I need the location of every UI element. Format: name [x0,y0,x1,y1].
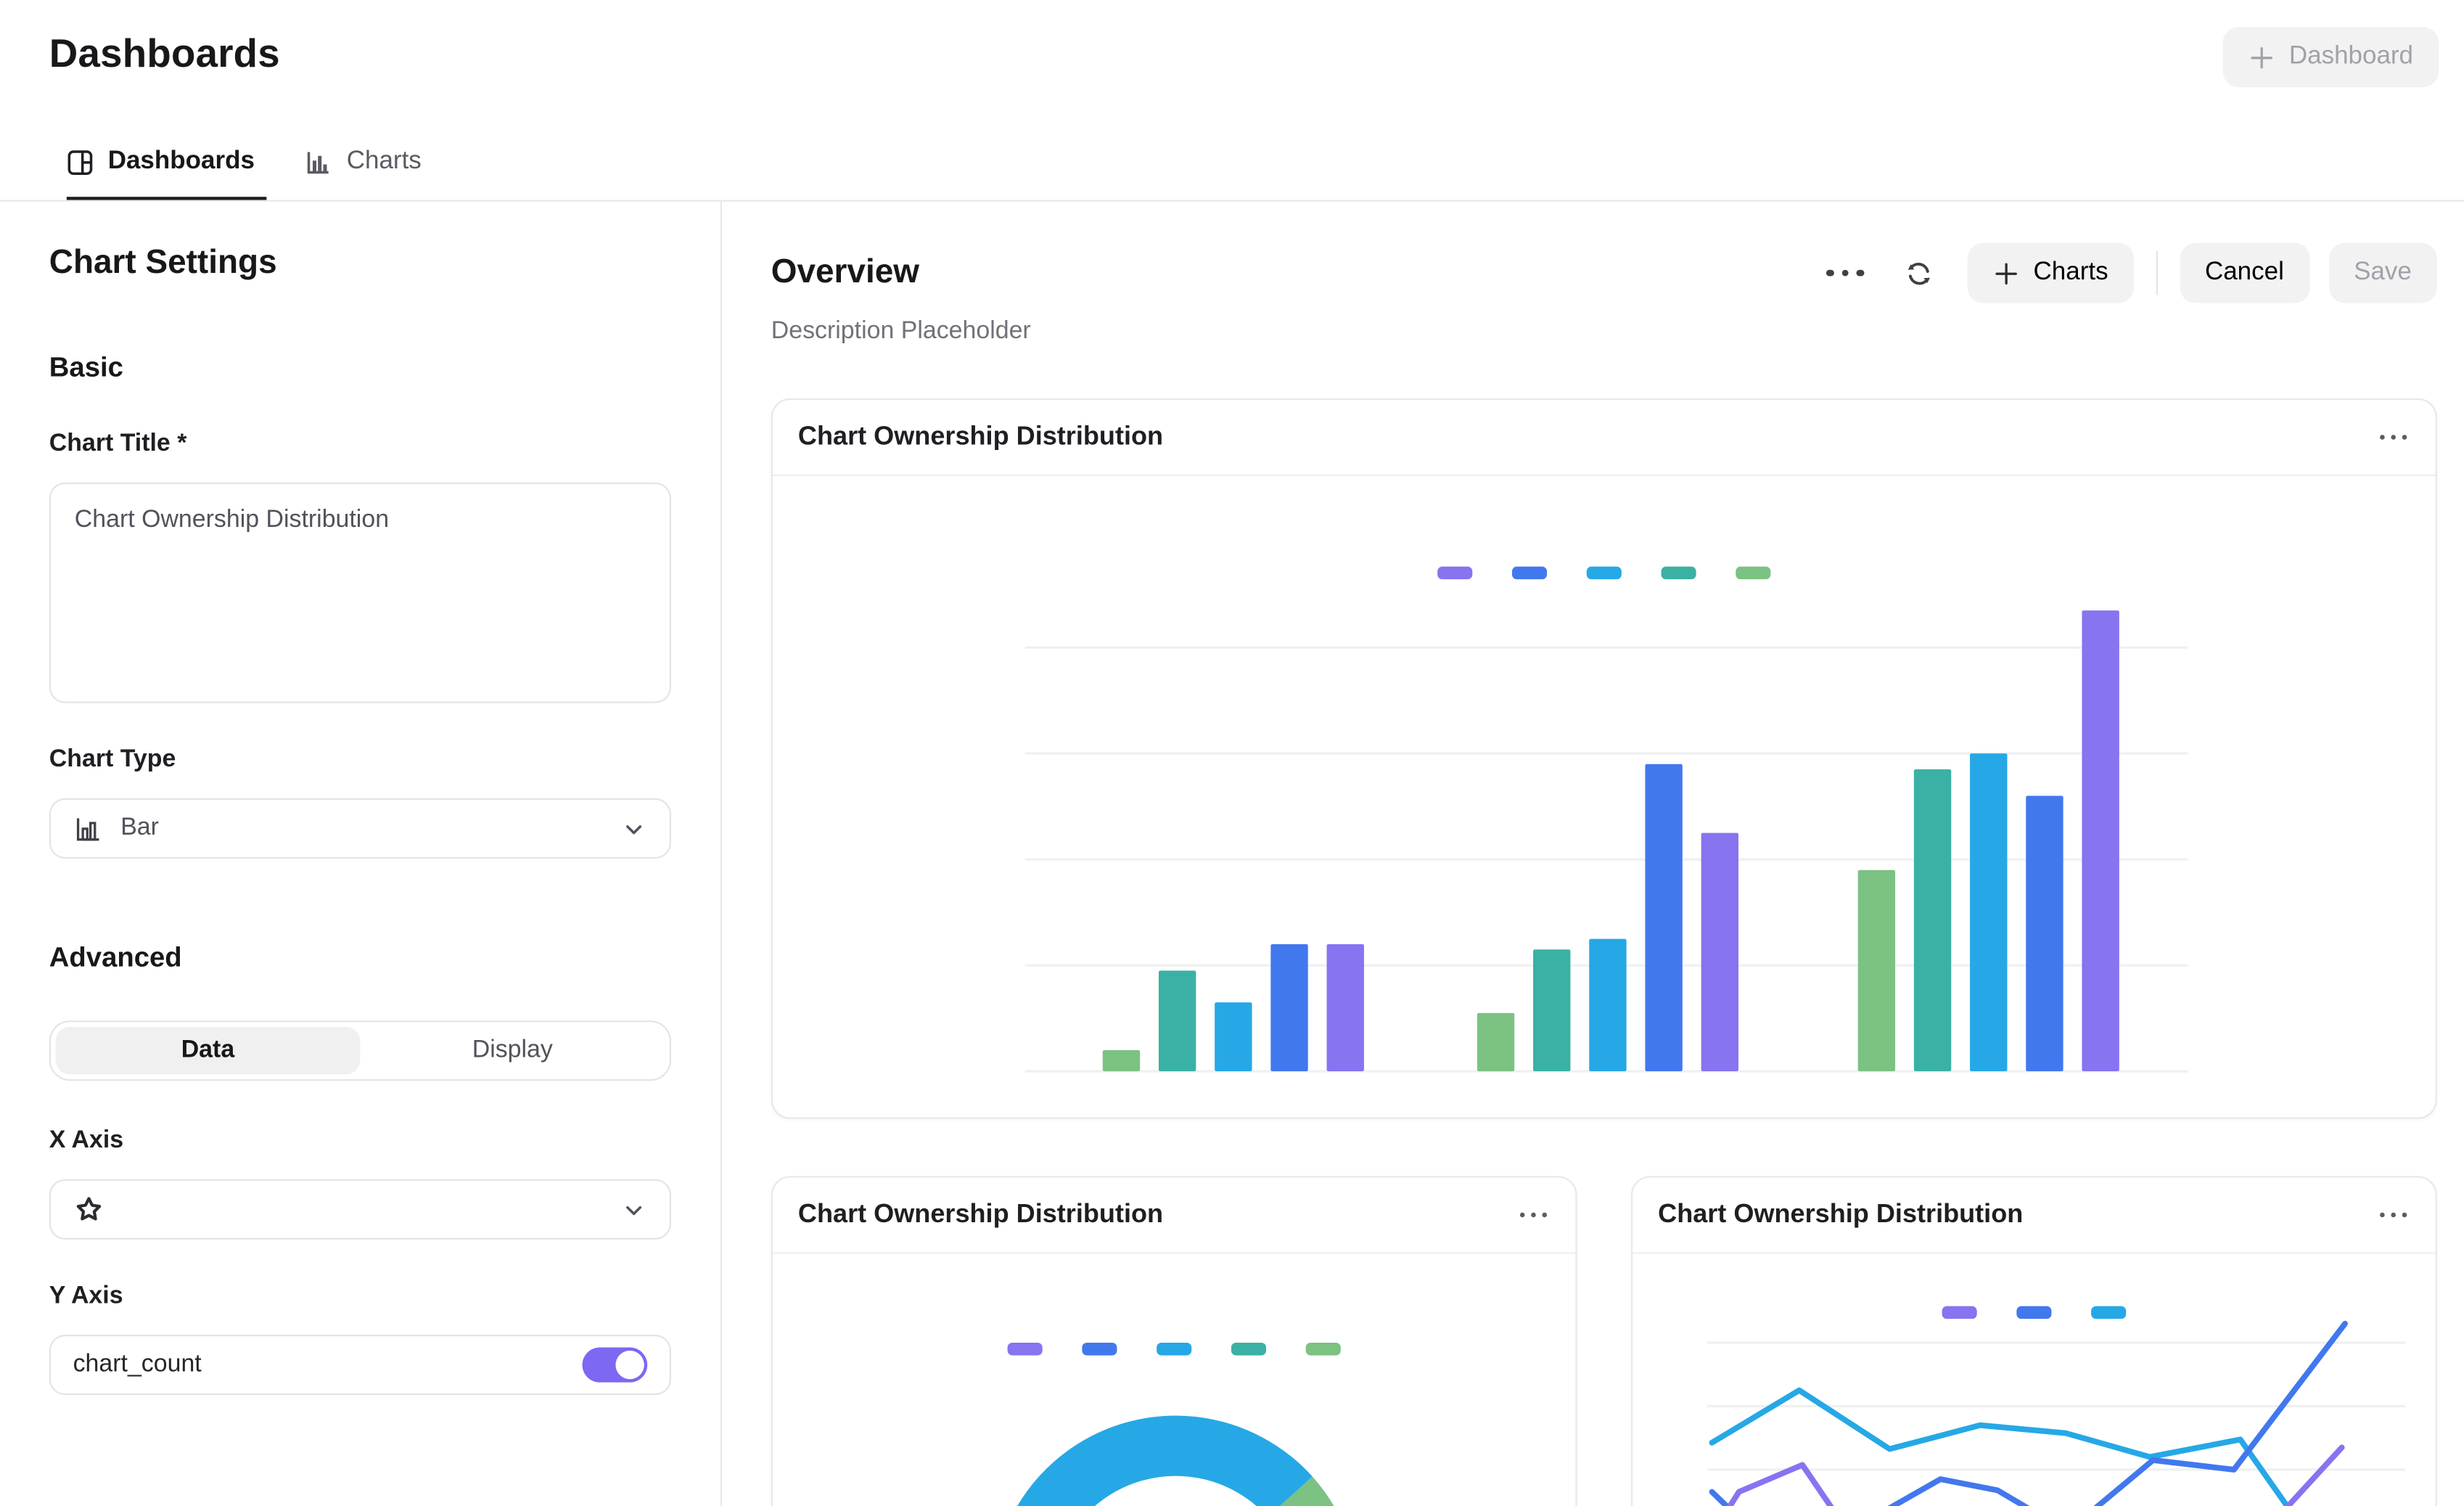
legend-swatch [1231,1342,1267,1356]
refresh-icon [1902,256,1935,290]
cancel-button[interactable]: Cancel [2179,242,2309,303]
dashboard-description: Description Placeholder [771,317,1031,345]
dashboard-title: Overview [771,253,920,291]
chart-legend [773,566,2436,580]
y-axis-toggle[interactable] [582,1347,648,1383]
legend-swatch [1082,1342,1117,1356]
bar-chart-area [773,476,2436,1119]
card-title: Chart Ownership Distribution [1658,1200,2024,1229]
tab-charts-label: Charts [346,147,422,175]
toggle-knob [615,1350,644,1380]
card-title: Chart Ownership Distribution [797,1200,1164,1229]
bar-chart [1024,610,2188,1073]
dashboard-main: Overview [722,202,2464,1506]
more-menu-button[interactable] [1820,263,1870,282]
tab-charts[interactable]: Charts [305,147,434,200]
plus-icon [1992,260,2019,287]
chart-title-input[interactable]: Chart Ownership Distribution [74,504,646,682]
chevron-down-icon [620,1196,647,1223]
card-title: Chart Ownership Distribution [797,422,1164,451]
donut-chart-area [773,1254,1575,1506]
line-chart-area [1633,1254,2435,1506]
legend-swatch [1007,1342,1043,1356]
chart-legend [773,1342,1575,1356]
chart-type-select[interactable]: Bar [49,798,671,859]
chart-type-value: Bar [120,814,159,841]
advanced-mode-tabs: Data Display [49,1020,671,1081]
panel-title: Chart Settings [49,244,277,282]
legend-swatch [2016,1306,2052,1319]
main-tabs: Dashboards Charts [66,147,434,200]
chevron-down-icon [620,815,647,842]
legend-swatch [1586,566,1622,580]
x-axis-select[interactable] [49,1179,671,1240]
donut-chart [1017,1415,1334,1506]
add-charts-button[interactable]: Charts [1966,242,2134,303]
tab-dashboards-label: Dashboards [107,147,255,175]
tab-dashboards[interactable]: Dashboards [66,147,268,200]
chart-settings-panel: Chart Settings Basic Chart Title * Chart… [0,201,722,1506]
section-advanced: Advanced [49,941,182,973]
refresh-button[interactable] [1895,250,1941,295]
y-axis-field-row: chart_count [49,1335,671,1396]
legend-swatch [1942,1306,1977,1319]
plus-icon [2248,44,2275,70]
y-axis-field-name: chart_count [73,1350,202,1378]
add-dashboard-button[interactable]: Dashboard [2222,27,2439,88]
chart-type-label: Chart Type [49,745,176,773]
line-chart [1707,1320,2406,1506]
dashboard-layout-icon [67,148,94,175]
card-menu-button[interactable] [2376,425,2410,449]
chart-legend [1633,1306,2435,1319]
chart-card-bar: Chart Ownership Distribution [771,398,2437,1119]
card-menu-button[interactable] [2376,1203,2410,1227]
chart-card-line: Chart Ownership Distribution [1630,1176,2437,1506]
legend-swatch [1305,1342,1341,1356]
dashboard-toolbar: Charts Cancel Save [1820,242,2437,303]
save-button[interactable]: Save [2328,242,2437,303]
x-axis-label: X Axis [49,1126,124,1154]
add-dashboard-label: Dashboard [2288,43,2414,70]
toolbar-divider [2156,250,2158,295]
legend-swatch [1661,566,1696,580]
cancel-label: Cancel [2204,258,2284,286]
add-charts-label: Charts [2033,258,2108,286]
bar-chart-icon [305,148,332,175]
chart-title-label: Chart Title * [49,430,187,457]
y-axis-label: Y Axis [49,1282,123,1310]
legend-swatch [2091,1306,2127,1319]
page-header: Dashboards Dashboard Dashboards Charts [0,0,2464,202]
mode-tab-data[interactable]: Data [55,1026,361,1075]
legend-swatch [1437,566,1473,580]
legend-swatch [1736,566,1771,580]
page-title: Dashboards [49,31,280,76]
chart-title-field-wrap: Chart Ownership Distribution [49,482,671,703]
ellipsis-icon [1826,269,1864,277]
legend-swatch [1511,566,1548,580]
mode-tab-display[interactable]: Display [472,1036,553,1064]
save-label: Save [2354,258,2412,286]
chart-card-donut: Chart Ownership Distribution [771,1176,1577,1506]
bar-chart-type-icon [73,814,104,844]
section-basic: Basic [49,351,123,383]
legend-swatch [1157,1342,1192,1356]
star-icon [73,1193,105,1225]
card-menu-button[interactable] [1516,1203,1550,1227]
